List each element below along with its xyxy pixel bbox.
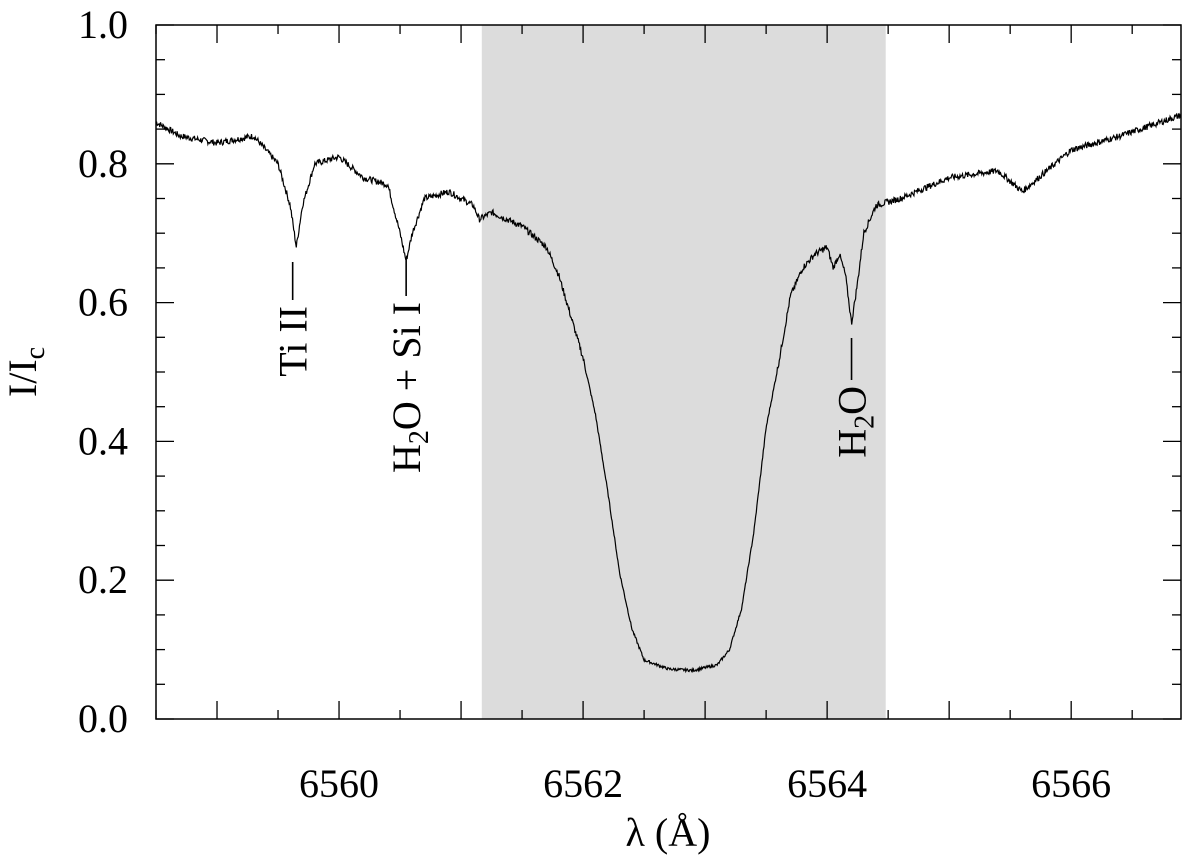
annotation-label: H2O + Si I (384, 302, 435, 473)
y-axis-title: I/Ic (0, 347, 51, 397)
y-tick-label: 0.4 (78, 418, 128, 463)
x-tick-label: 6566 (1031, 761, 1111, 806)
x-axis-title: λ (Å) (626, 810, 711, 855)
y-tick-label: 0.0 (78, 696, 128, 741)
shaded-region (481, 25, 886, 719)
annotation-h2o-si-i: H2O + Si I (384, 258, 435, 473)
y-tick-label: 0.6 (78, 280, 128, 325)
y-tick-label: 1.0 (78, 2, 128, 47)
x-tick-labels: 6560 6562 6564 6566 (299, 761, 1111, 806)
x-tick-label: 6564 (787, 761, 867, 806)
y-tick-labels: 0.0 0.2 0.4 0.6 0.8 1.0 (78, 2, 128, 741)
y-tick-label: 0.8 (78, 141, 128, 186)
annotation-ti-ii: Ti II (271, 262, 316, 377)
x-tick-label: 6562 (543, 761, 623, 806)
plot-frame (155, 24, 1182, 720)
spectrum-line (155, 112, 1182, 674)
annotation-label: H2O (830, 386, 881, 458)
x-tick-label: 6560 (299, 761, 379, 806)
y-tick-label: 0.2 (78, 557, 128, 602)
annotation-label: Ti II (271, 306, 316, 377)
annotation-h2o: H2O (830, 338, 881, 458)
